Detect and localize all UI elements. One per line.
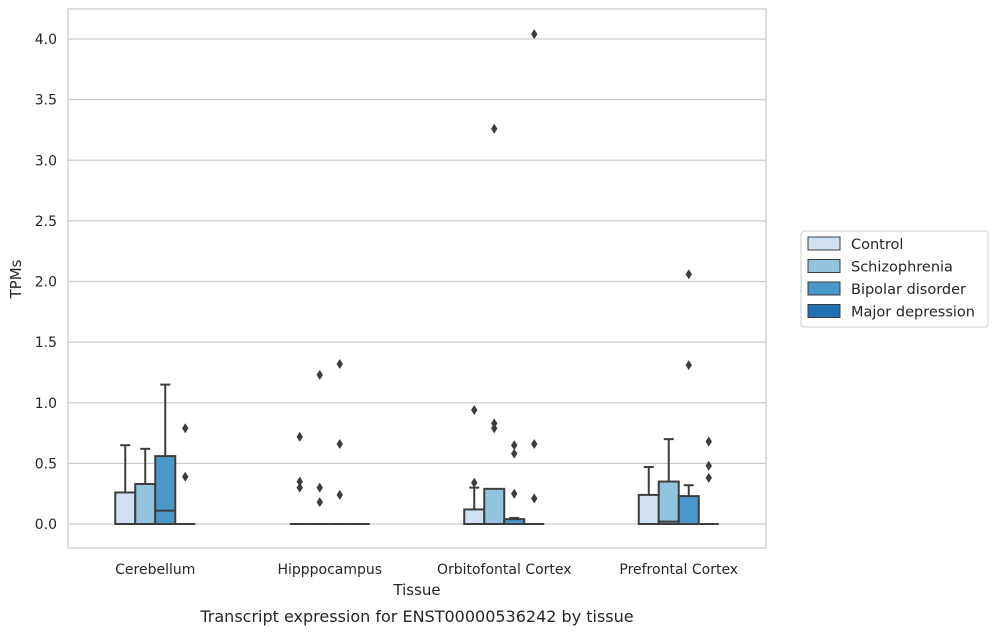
outlier-point [511, 448, 518, 459]
outlier-point [511, 488, 518, 499]
outlier-point [685, 269, 692, 280]
legend-label: Major depression [851, 305, 975, 321]
outlier-point [491, 423, 498, 434]
outlier-point [471, 477, 478, 488]
box-body [154, 455, 177, 526]
y-tick-label: 0.5 [35, 456, 57, 472]
plot-frame [67, 8, 767, 549]
legend-label: Schizophrenia [851, 260, 953, 276]
outlier-point [336, 438, 343, 449]
box-control [114, 444, 137, 526]
grid-lines [68, 38, 766, 525]
x-tick-label: Cerebellum [115, 562, 195, 578]
x-tick-label: Hipppocampus [277, 562, 382, 578]
x-tick-label: Orbitofontal Cortex [437, 562, 572, 578]
y-tick-label: 3.0 [35, 153, 57, 169]
chart-caption: Transcript expression for ENST0000053624… [199, 607, 633, 626]
outlier-point [705, 436, 712, 447]
outlier-point [316, 369, 323, 380]
y-tick-label: 1.5 [35, 335, 57, 351]
y-axis-ticks: 0.0 0.5 1.0 1.5 2.0 2.5 3.0 3.5 4.0 [35, 32, 57, 533]
box-body [637, 493, 660, 525]
box-bipolar-disorder [677, 484, 700, 525]
box-body [677, 495, 700, 525]
x-axis-ticks: Cerebellum Hipppocampus Orbitofontal Corte… [115, 562, 738, 578]
legend-swatch [807, 304, 841, 318]
outlier-point [182, 423, 189, 434]
y-tick-label: 2.5 [35, 214, 57, 230]
x-tick-label: Prefrontal Cortex [619, 562, 738, 578]
y-tick-label: 0.0 [35, 517, 57, 533]
outlier-point [491, 123, 498, 134]
box-body [463, 508, 486, 526]
box-schizophrenia [134, 447, 157, 525]
box-control [637, 466, 660, 525]
y-tick-label: 3.5 [35, 93, 57, 109]
box-schizophrenia [657, 438, 680, 525]
legend-swatch [807, 259, 841, 273]
box-bipolar-disorder [154, 383, 177, 526]
legend-swatch [807, 236, 841, 251]
y-tick-label: 2.0 [35, 275, 57, 291]
y-tick-label: 1.0 [35, 396, 57, 412]
outlier-point [296, 476, 303, 487]
legend: Control Schizophrenia Bipolar disorder Majo… [800, 230, 989, 328]
legend-label: Bipolar disorder [851, 282, 966, 298]
legend-frame [800, 230, 989, 328]
outlier-point [685, 360, 692, 371]
box-body [134, 482, 157, 525]
outlier-point [705, 472, 712, 483]
outlier-point [316, 482, 323, 493]
outlier-points [182, 29, 712, 508]
y-axis-label: TPMs [7, 259, 25, 299]
box-body [114, 491, 137, 526]
outlier-point [336, 489, 343, 500]
box-schizophrenia [483, 487, 506, 525]
y-tick-label: 4.0 [35, 32, 57, 48]
outlier-point [296, 431, 303, 442]
outlier-point [182, 471, 189, 482]
box-control [463, 486, 486, 526]
outlier-point [531, 438, 538, 449]
legend-label: Control [851, 237, 903, 253]
outlier-point [705, 460, 712, 471]
outlier-point [471, 405, 478, 416]
outlier-point [511, 440, 518, 451]
x-axis-label: Tissue [392, 581, 440, 599]
outlier-point [336, 358, 343, 369]
outlier-point [316, 497, 323, 508]
box-body [483, 487, 506, 525]
outlier-point [296, 482, 303, 493]
box-bipolar-disorder [503, 516, 526, 526]
box-body [657, 480, 680, 525]
legend-swatch [807, 281, 841, 296]
box-groups [114, 383, 719, 526]
outlier-point [531, 493, 538, 504]
outlier-point [531, 29, 538, 40]
